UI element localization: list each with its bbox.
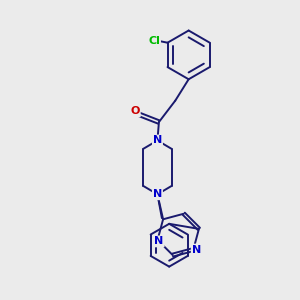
Text: O: O	[130, 106, 140, 116]
Text: N: N	[153, 189, 162, 199]
Text: Cl: Cl	[148, 36, 160, 46]
Text: N: N	[153, 136, 162, 146]
Text: N: N	[154, 236, 164, 246]
Text: N: N	[192, 244, 201, 254]
